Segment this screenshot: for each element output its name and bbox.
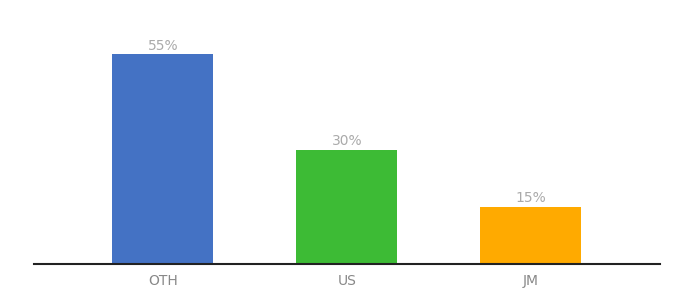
- Bar: [296, 150, 397, 264]
- Text: 55%: 55%: [148, 39, 178, 52]
- Text: 15%: 15%: [515, 191, 546, 205]
- Text: 30%: 30%: [331, 134, 362, 148]
- Bar: [112, 55, 214, 264]
- Bar: [480, 207, 581, 264]
